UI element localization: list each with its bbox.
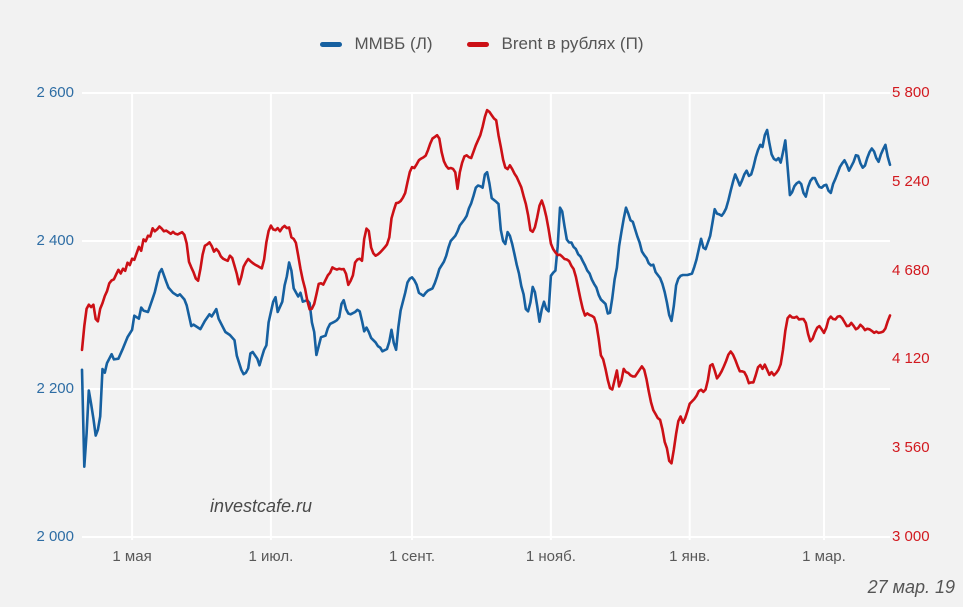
x-axis-tick-label: 1 сент. <box>389 548 436 565</box>
date-note: 27 мар. 19 <box>867 577 955 597</box>
series-line-brent <box>80 108 892 465</box>
legend-label-mmvb: ММВБ (Л) <box>354 34 433 53</box>
y-axis-left-tick-label: 2 200 <box>36 380 74 397</box>
legend: ММВБ (Л) Brent в рублях (П) <box>0 34 963 54</box>
x-axis-tick-label: 1 мар. <box>802 548 846 565</box>
legend-swatch-mmvb <box>319 41 342 47</box>
y-axis-right-tick-label: 3 560 <box>892 439 930 457</box>
y-axis-right-tick-label: 4 680 <box>892 261 930 279</box>
y-axis-right-tick-label: 3 000 <box>892 528 930 545</box>
y-axis-right-tick-label: 5 240 <box>892 172 930 190</box>
x-axis-tick-label: 1 июл. <box>248 548 294 565</box>
legend-swatch-brent <box>466 41 489 47</box>
y-axis-left-tick-label: 2 000 <box>36 528 74 545</box>
y-axis-left-tick-label: 2 400 <box>36 232 74 249</box>
legend-item-brent[interactable]: Brent в рублях (П) <box>466 34 644 54</box>
y-axis-right-tick-label: 4 120 <box>892 350 930 368</box>
y-axis-left-tick-label: 2 600 <box>36 84 74 101</box>
x-axis-tick-label: 1 мая <box>112 548 152 565</box>
y-axis-right-tick-label: 5 800 <box>892 84 930 101</box>
legend-item-mmvb[interactable]: ММВБ (Л) <box>319 34 433 54</box>
x-axis-tick-label: 1 янв. <box>669 548 711 565</box>
watermark: investcafe.ru <box>210 496 313 516</box>
series-line-mmvb <box>80 128 892 469</box>
legend-label-brent: Brent в рублях (П) <box>501 34 644 53</box>
x-axis-tick-label: 1 нояб. <box>525 548 576 565</box>
